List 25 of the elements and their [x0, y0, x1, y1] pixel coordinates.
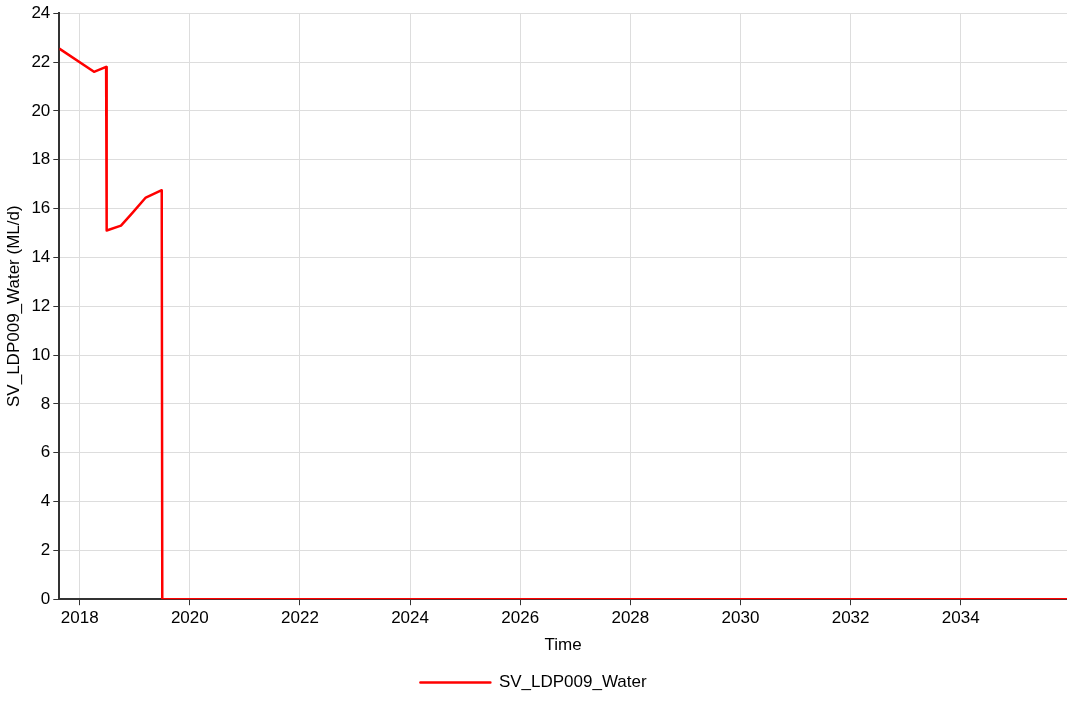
y-tick-label: 2: [40, 540, 51, 560]
x-tick-label: 2024: [391, 608, 429, 628]
y-tick-label: 4: [40, 491, 51, 511]
y-tick-label: 16: [31, 198, 51, 218]
x-tick-label: 2028: [611, 608, 650, 628]
y-tick-label: 24: [31, 2, 51, 22]
x-tick-label: 2030: [721, 608, 760, 628]
y-axis-title: SV_LDP009_Water (ML/d): [3, 205, 23, 407]
x-tick-label: 2020: [170, 608, 209, 628]
x-tick-label: 2026: [501, 608, 540, 628]
legend-label: SV_LDP009_Water: [498, 672, 647, 692]
x-tick-label: 2032: [831, 608, 870, 628]
x-tick-label: 2018: [60, 608, 99, 628]
x-tick-label: 2022: [281, 608, 319, 628]
y-tick-label: 18: [31, 149, 51, 169]
y-tick-label: 20: [31, 100, 51, 120]
y-tick-label: 22: [31, 51, 51, 71]
x-axis-title: Time: [544, 635, 582, 655]
x-tick-label: 2034: [941, 608, 980, 628]
y-tick-label: 12: [31, 295, 51, 315]
y-tick-label: 6: [40, 442, 51, 462]
y-tick-label: 10: [31, 344, 51, 364]
y-tick-label: 8: [40, 393, 51, 413]
y-tick-label: 14: [31, 247, 51, 267]
y-tick-label: 0: [40, 588, 51, 608]
